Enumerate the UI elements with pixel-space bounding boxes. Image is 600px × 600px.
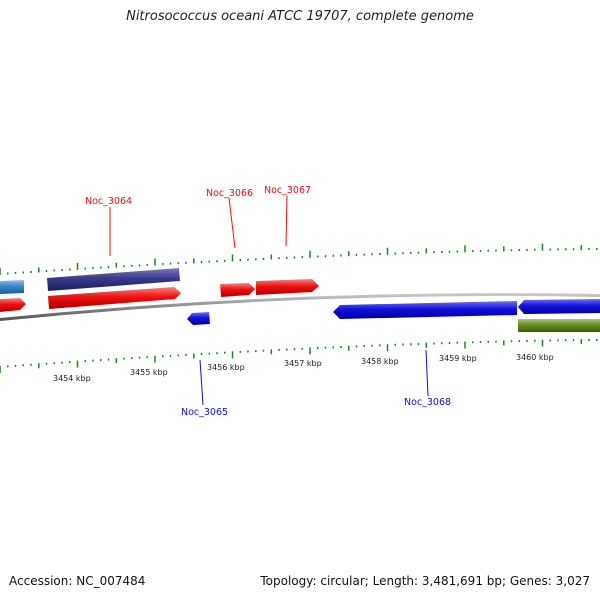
leader-noc-3067	[285, 195, 288, 247]
genome-backbone	[0, 293, 600, 321]
gene-label-noc-3067: Noc_3067	[264, 185, 311, 196]
genome-title: Nitrosococcus oceani ATCC 19707, complet…	[126, 9, 474, 24]
scale-label-3456: 3456 kbp	[207, 363, 245, 372]
scale-label-3457: 3457 kbp	[284, 359, 322, 368]
gene-noc-3065	[187, 312, 210, 325]
gene-label-noc-3066: Noc_3066	[206, 188, 253, 199]
feature-olive-right	[518, 319, 600, 332]
scale-label-3459: 3459 kbp	[439, 354, 477, 363]
outer-tick-marks	[0, 243, 598, 275]
gene-noc-3068	[333, 301, 517, 319]
gene-left-partial-forward	[0, 298, 26, 312]
gene-label-noc-3064: Noc_3064	[85, 196, 132, 207]
gene-noc-3067	[256, 279, 319, 295]
inner-tick-marks	[0, 339, 598, 373]
leader-noc-3065	[199, 359, 204, 406]
gene-noc-3066	[220, 283, 255, 297]
accession-text: Accession: NC_007484	[9, 574, 146, 588]
feature-navy	[47, 268, 180, 291]
feature-steelblue-left	[0, 280, 24, 294]
scale-label-3460: 3460 kbp	[516, 353, 554, 362]
genome-summary-text: Topology: circular; Length: 3,481,691 bp…	[260, 574, 590, 588]
leader-noc-3066	[228, 197, 236, 249]
gene-right-partial-reverse	[518, 299, 600, 314]
leader-noc-3068	[425, 349, 429, 397]
scale-label-3458: 3458 kbp	[361, 357, 399, 366]
scale-label-3455: 3455 kbp	[130, 368, 168, 377]
gene-noc-3064	[48, 287, 181, 309]
gene-label-noc-3068: Noc_3068	[404, 397, 451, 408]
gene-label-noc-3065: Noc_3065	[181, 407, 228, 418]
scale-label-3454: 3454 kbp	[53, 374, 91, 383]
